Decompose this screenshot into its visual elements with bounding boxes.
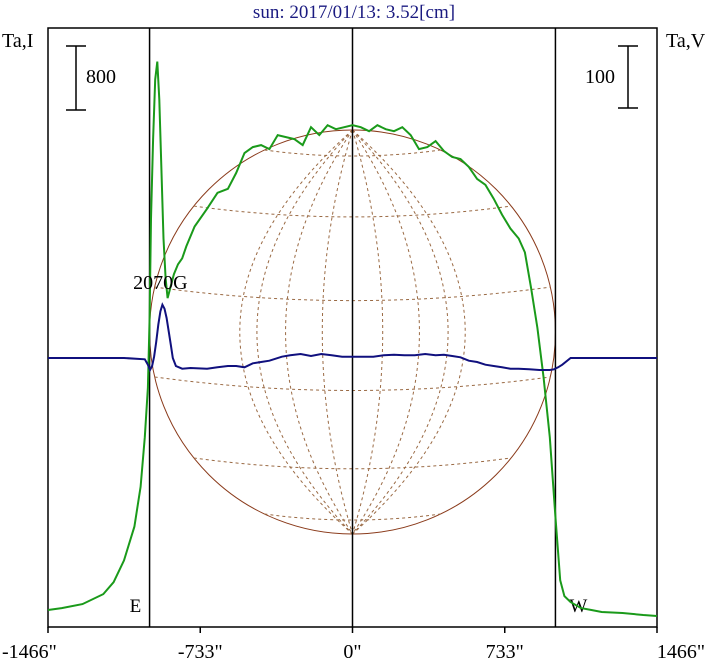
annotation-label: 2070G	[133, 272, 187, 294]
longitude-line	[352, 129, 449, 535]
longitude-line	[285, 129, 353, 535]
longitude-line	[352, 129, 420, 535]
series-stokes-v	[48, 302, 657, 373]
longitude-line	[352, 129, 466, 535]
chart-title: sun: 2017/01/13: 3.52[cm]	[252, 2, 456, 23]
limb-label-e: E	[130, 596, 142, 617]
y-axis-label-right: Ta,V	[666, 30, 706, 52]
series-stokes-i	[47, 61, 658, 617]
latitude-line	[193, 205, 512, 218]
x-tick-label: 1466"	[657, 641, 705, 662]
x-tick-label: -733"	[178, 641, 223, 662]
latitude-line	[193, 457, 512, 470]
x-tick-label: -1466"	[2, 641, 57, 662]
y-axis-label-left: Ta,I	[2, 30, 34, 52]
x-tick-label: 0"	[343, 641, 361, 662]
scale-bar-left-label: 800	[86, 66, 116, 88]
longitude-line	[352, 129, 384, 535]
x-tick-label: 733"	[486, 641, 524, 662]
longitude-line	[321, 129, 353, 535]
longitude-line	[256, 129, 353, 535]
longitude-line	[239, 129, 353, 535]
scale-bar-right-label: 100	[585, 66, 615, 88]
